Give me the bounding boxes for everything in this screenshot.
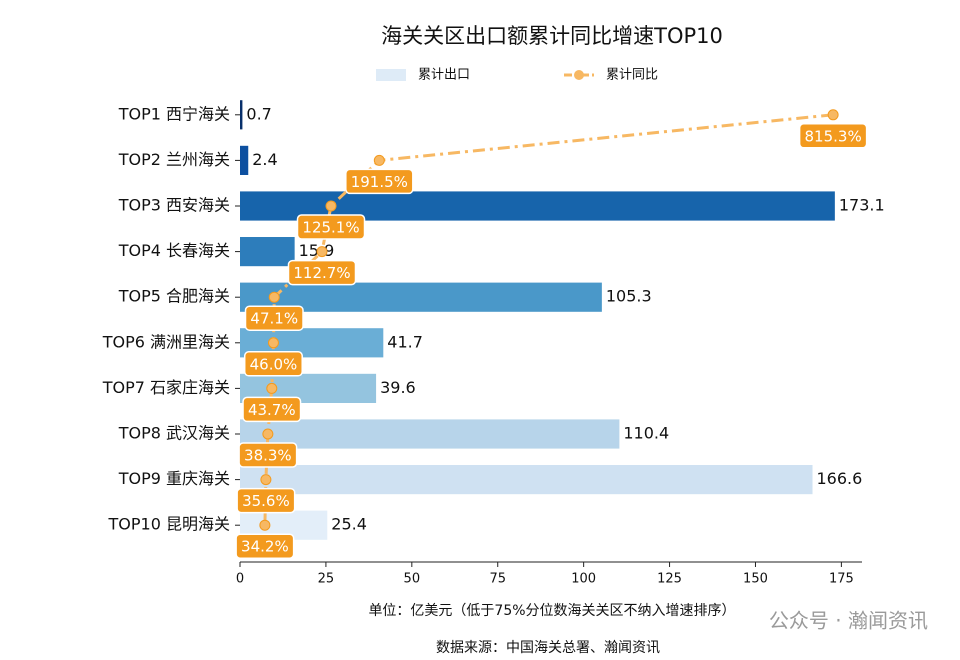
legend-swatch <box>376 69 406 81</box>
watermark: 公众号 · 瀚闻资讯 <box>769 609 928 633</box>
source: 数据来源：中国海关总署、瀚闻资讯 <box>436 640 660 656</box>
value-label-box <box>242 396 302 423</box>
value-label: 34.2% <box>241 538 289 556</box>
value-label: 35.6% <box>242 492 290 510</box>
y-tick-label: TOP2 兰州海关 <box>118 150 230 169</box>
value-label: 47.1% <box>250 310 298 328</box>
y-tick-label: TOP6 满洲里海关 <box>102 332 230 351</box>
value-label-box <box>238 442 298 468</box>
bar <box>240 465 813 495</box>
bar-value-label: 2.4 <box>252 150 277 169</box>
value-label-box <box>287 259 357 286</box>
line-marker <box>827 109 839 121</box>
x-tick-label: 75 <box>489 572 506 587</box>
x-tick-label: 0 <box>236 572 244 587</box>
bar-value-label: 25.4 <box>331 515 367 534</box>
value-label-box <box>236 487 296 514</box>
y-tick-label: TOP8 武汉海关 <box>118 424 230 443</box>
y-tick-label: TOP7 石家庄海关 <box>102 378 230 397</box>
value-label-box <box>798 123 868 149</box>
bar-value-label: 173.1 <box>839 196 885 215</box>
legend-marker <box>574 70 584 80</box>
y-tick-label: TOP4 长春海关 <box>118 241 230 260</box>
x-tick-label: 150 <box>743 572 768 587</box>
value-label-box <box>345 168 414 195</box>
y-tick-label: TOP10 昆明海关 <box>108 515 230 534</box>
value-label: 38.3% <box>244 447 292 465</box>
value-label: 125.1% <box>302 219 359 237</box>
line-marker <box>316 246 328 258</box>
line-marker <box>325 200 337 212</box>
bar-value-label: 110.4 <box>623 424 669 443</box>
legend-label: 累计同比 <box>606 68 658 83</box>
value-label-box <box>296 214 366 240</box>
bar <box>240 145 249 175</box>
bar <box>240 100 243 130</box>
bar-value-label: 0.7 <box>246 104 271 123</box>
bar-value-label: 41.7 <box>387 332 423 351</box>
y-tick-label: TOP9 重庆海关 <box>118 469 230 488</box>
value-label-box <box>244 305 304 331</box>
y-tick-label: TOP5 合肥海关 <box>118 287 230 306</box>
bar-value-label: 39.6 <box>380 378 416 397</box>
legend-label: 累计出口 <box>418 68 470 83</box>
line-marker <box>260 474 272 486</box>
line-marker <box>266 382 278 394</box>
x-tick-label: 175 <box>829 572 854 587</box>
bar-value-label: 105.3 <box>606 287 652 306</box>
bar <box>240 419 620 449</box>
x-axis-label: 单位：亿美元（低于75%分位数海关关区不纳入增速排序） <box>368 603 735 619</box>
line-marker <box>267 337 279 349</box>
y-tick-label: TOP1 西宁海关 <box>118 104 230 123</box>
value-label: 43.7% <box>248 401 296 419</box>
bar-value-label: 166.6 <box>817 469 863 488</box>
x-tick-label: 100 <box>571 572 596 587</box>
value-label-box <box>243 351 303 377</box>
chart-title: 海关关区出口额累计同比增速TOP10 <box>381 24 723 48</box>
line-marker <box>262 428 274 440</box>
x-tick-label: 125 <box>657 572 682 587</box>
bar <box>240 237 295 267</box>
x-tick-label: 50 <box>404 572 421 587</box>
line-marker <box>259 519 271 531</box>
x-tick-label: 25 <box>318 572 335 587</box>
value-label-box <box>235 533 295 559</box>
value-label: 191.5% <box>351 173 408 191</box>
line-marker <box>373 154 385 166</box>
value-label: 112.7% <box>293 264 350 282</box>
value-label: 815.3% <box>805 127 862 145</box>
y-tick-label: TOP3 西安海关 <box>118 196 230 215</box>
value-label: 46.0% <box>250 355 298 373</box>
line-marker <box>268 291 280 303</box>
